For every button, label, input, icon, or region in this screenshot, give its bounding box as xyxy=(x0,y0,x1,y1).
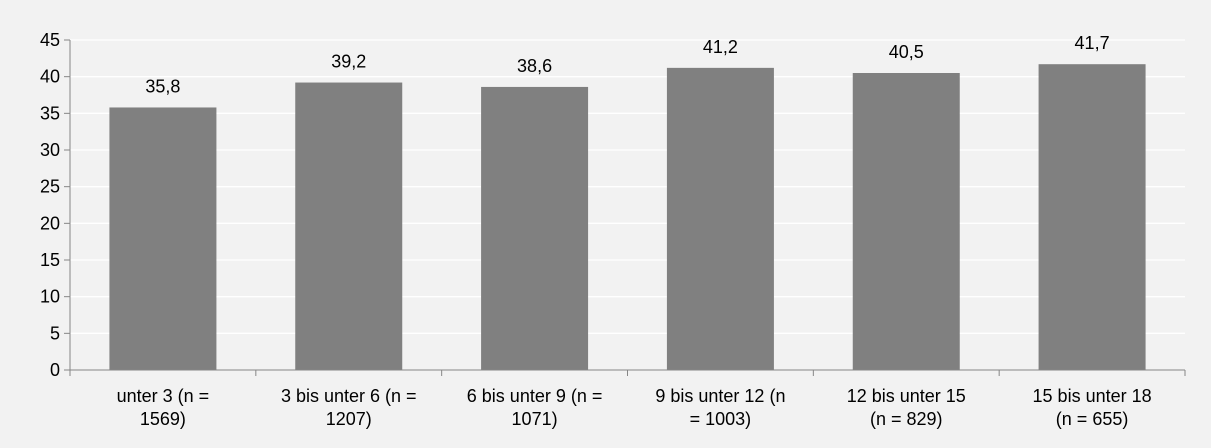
y-tick-label: 10 xyxy=(40,287,60,307)
category-label: 12 bis unter 15 (n = 829) xyxy=(847,386,966,429)
category-labels: unter 3 (n = 1569) 3 bis unter 6 (n = 1207)… xyxy=(117,386,1152,429)
category-label-line: 1071) xyxy=(512,409,558,429)
bar xyxy=(481,86,589,370)
y-tick-label: 20 xyxy=(40,213,60,233)
data-label: 40,5 xyxy=(889,42,924,62)
category-label-line: 1569) xyxy=(140,409,186,429)
data-labels: 35,8 39,2 38,6 41,2 40,5 41,7 xyxy=(145,33,1109,96)
y-tick-label: 35 xyxy=(40,103,60,123)
category-label: 15 bis unter 18 (n = 655) xyxy=(1033,386,1152,429)
y-tick-label: 30 xyxy=(40,140,60,160)
category-label-line: (n = 655) xyxy=(1056,409,1129,429)
y-tick-labels: 0 5 10 15 20 25 30 35 40 45 xyxy=(40,30,60,380)
data-label: 38,6 xyxy=(517,56,552,76)
gridlines xyxy=(70,39,1185,334)
category-label-line: 3 bis unter 6 (n = xyxy=(281,386,417,406)
bar xyxy=(1038,64,1146,370)
y-tick-label: 0 xyxy=(50,360,60,380)
bar xyxy=(109,107,217,370)
bar xyxy=(666,67,774,370)
data-label: 35,8 xyxy=(145,76,180,96)
y-tick-label: 15 xyxy=(40,250,60,270)
bar xyxy=(295,82,403,371)
data-label: 39,2 xyxy=(331,52,366,72)
data-label: 41,7 xyxy=(1075,33,1110,53)
category-label-line: = 1003) xyxy=(690,409,752,429)
category-label-line: unter 3 (n = xyxy=(117,386,210,406)
axes xyxy=(64,39,1186,376)
category-label-line: 1207) xyxy=(326,409,372,429)
category-label-line: (n = 829) xyxy=(870,409,943,429)
bars xyxy=(109,64,1146,371)
y-tick-label: 45 xyxy=(40,30,60,50)
category-label-line: 6 bis unter 9 (n = xyxy=(467,386,603,406)
category-label: 6 bis unter 9 (n = 1071) xyxy=(467,386,603,429)
category-label: 9 bis unter 12 (n = 1003) xyxy=(655,386,785,429)
category-label: unter 3 (n = 1569) xyxy=(117,386,210,429)
category-label-line: 9 bis unter 12 (n xyxy=(655,386,785,406)
y-tick-label: 25 xyxy=(40,177,60,197)
y-tick-label: 40 xyxy=(40,67,60,87)
y-tick-label: 5 xyxy=(50,323,60,343)
bar xyxy=(852,73,960,370)
category-label-line: 15 bis unter 18 xyxy=(1033,386,1152,406)
data-label: 41,2 xyxy=(703,37,738,57)
category-label: 3 bis unter 6 (n = 1207) xyxy=(281,386,417,429)
category-label-line: 12 bis unter 15 xyxy=(847,386,966,406)
